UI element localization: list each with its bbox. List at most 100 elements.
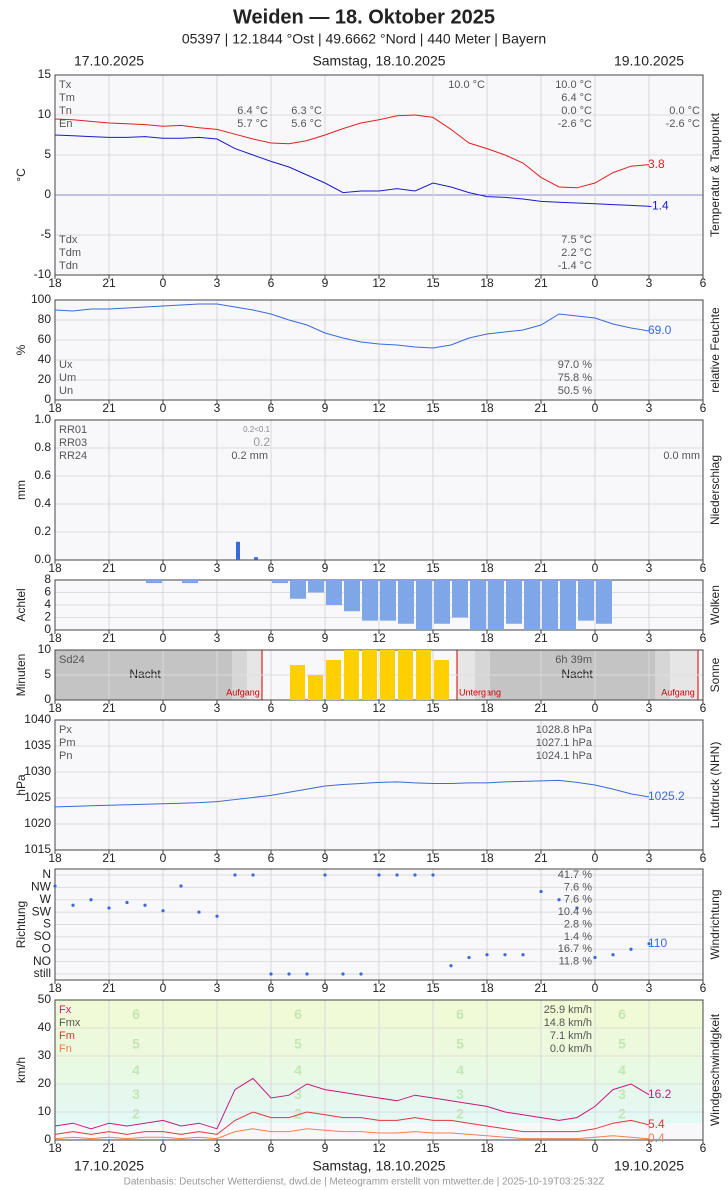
y-tick-label: 0.4 bbox=[34, 496, 51, 510]
x-tick-label: 6 bbox=[700, 561, 707, 575]
annotation: 0.2 bbox=[253, 435, 270, 449]
point bbox=[107, 906, 111, 910]
x-tick-label: 21 bbox=[534, 701, 548, 715]
x-tick-label: 21 bbox=[102, 701, 116, 715]
stat-value: 25.9 km/h bbox=[544, 1004, 592, 1016]
panel-label: Luftdruck (NHN) bbox=[708, 742, 722, 829]
end-label: 16.2 bbox=[648, 1087, 672, 1101]
stat-label: Px bbox=[59, 724, 72, 736]
annotation: 10.0 °C bbox=[448, 79, 485, 91]
y-tick-label: 0 bbox=[44, 187, 51, 201]
bar bbox=[344, 580, 360, 612]
bar bbox=[290, 665, 305, 700]
x-tick-label: 21 bbox=[102, 401, 116, 415]
x-tick-label: 0 bbox=[592, 631, 599, 645]
annotation: 0.0 °C bbox=[669, 105, 700, 117]
x-tick-label: 21 bbox=[534, 276, 548, 290]
x-tick-label: 3 bbox=[214, 981, 221, 995]
stat-value: 97.0 % bbox=[558, 359, 592, 371]
y-tick-label: 1040 bbox=[24, 712, 51, 726]
bar bbox=[524, 580, 540, 630]
point bbox=[413, 873, 417, 877]
point bbox=[233, 873, 237, 877]
x-tick-label: 21 bbox=[534, 1141, 548, 1155]
x-tick-label: 21 bbox=[534, 401, 548, 415]
direction-share: 16.7 % bbox=[558, 943, 592, 955]
x-tick-label: 0 bbox=[592, 851, 599, 865]
x-tick-label: 6 bbox=[268, 1141, 275, 1155]
panel-label: Wolken bbox=[708, 585, 722, 625]
y-tick-label: 0 bbox=[44, 692, 51, 706]
x-tick-label: 3 bbox=[646, 981, 653, 995]
point bbox=[521, 953, 525, 957]
x-tick-label: 0 bbox=[160, 276, 167, 290]
panel-label: Niederschlag bbox=[708, 455, 722, 525]
y-tick-label: S bbox=[43, 917, 51, 931]
panel-label: relative Feuchte bbox=[708, 307, 722, 393]
point bbox=[647, 942, 651, 946]
x-tick-label: 3 bbox=[214, 631, 221, 645]
sun-annotation: Nacht bbox=[129, 667, 161, 681]
stat-label: Um bbox=[59, 372, 76, 384]
x-tick-label: 3 bbox=[646, 276, 653, 290]
point bbox=[287, 972, 291, 976]
title: Weiden — 18. Oktober 2025 bbox=[233, 6, 495, 28]
x-tick-label: 15 bbox=[426, 981, 440, 995]
beaufort-label: 3 bbox=[294, 1086, 302, 1102]
y-tick-label: 1030 bbox=[24, 764, 51, 778]
y-tick-label: 0.0 bbox=[34, 552, 51, 566]
x-tick-label: 15 bbox=[426, 851, 440, 865]
stat-value: 0.0 km/h bbox=[550, 1043, 592, 1055]
x-tick-label: 6 bbox=[700, 276, 707, 290]
x-tick-label: 18 bbox=[480, 401, 494, 415]
y-axis-label: hPa bbox=[14, 774, 28, 796]
y-tick-label: SW bbox=[32, 904, 52, 918]
subtitle: 05397 | 12.1844 °Ost | 49.6662 °Nord | 4… bbox=[182, 31, 546, 47]
bar bbox=[380, 650, 395, 700]
point bbox=[575, 906, 579, 910]
point bbox=[395, 873, 399, 877]
stat-label: Pm bbox=[59, 737, 76, 749]
beaufort-label: 3 bbox=[456, 1086, 464, 1102]
y-tick-label: 100 bbox=[31, 292, 51, 306]
panel-label: Sonne bbox=[708, 657, 722, 692]
point bbox=[143, 903, 147, 907]
y-tick-label: 0 bbox=[44, 392, 51, 406]
stat-label: Ux bbox=[59, 359, 73, 371]
annotation: 0.0 mm bbox=[663, 450, 700, 462]
x-tick-label: 15 bbox=[426, 1141, 440, 1155]
y-axis-label: °C bbox=[14, 168, 28, 182]
x-tick-label: 18 bbox=[480, 1141, 494, 1155]
x-tick-label: 21 bbox=[102, 561, 116, 575]
data-line bbox=[54, 1111, 650, 1135]
point bbox=[215, 914, 219, 918]
x-tick-label: 12 bbox=[372, 561, 386, 575]
annotation: 5.7 °C bbox=[237, 118, 268, 130]
beaufort-label: 4 bbox=[132, 1062, 140, 1078]
point bbox=[449, 964, 453, 968]
date: 19.10.2025 bbox=[614, 53, 684, 69]
bar bbox=[182, 580, 198, 584]
stat-value: 10.0 °C bbox=[555, 79, 592, 91]
x-tick-label: 9 bbox=[322, 981, 329, 995]
x-tick-label: 12 bbox=[372, 276, 386, 290]
x-tick-label: 0 bbox=[160, 401, 167, 415]
y-tick-label: -5 bbox=[40, 227, 51, 241]
beaufort-label: 2 bbox=[618, 1106, 626, 1122]
y-tick-label: 10 bbox=[38, 642, 52, 656]
point bbox=[503, 953, 507, 957]
x-tick-label: 0 bbox=[592, 561, 599, 575]
stat-label: Fx bbox=[59, 1004, 72, 1016]
x-tick-label: 3 bbox=[214, 701, 221, 715]
direction-share: 10.4 % bbox=[558, 906, 592, 918]
stat-value: 50.5 % bbox=[558, 385, 592, 397]
y-tick-label: 40 bbox=[38, 352, 52, 366]
plot-frame bbox=[54, 299, 704, 401]
stat-label: Tdn bbox=[59, 260, 78, 272]
bar bbox=[596, 580, 612, 624]
bar bbox=[488, 580, 504, 630]
stat-label: Fm bbox=[59, 1030, 75, 1042]
sun-annotation: Untergang bbox=[459, 687, 501, 697]
y-tick-label: 6 bbox=[44, 585, 51, 599]
